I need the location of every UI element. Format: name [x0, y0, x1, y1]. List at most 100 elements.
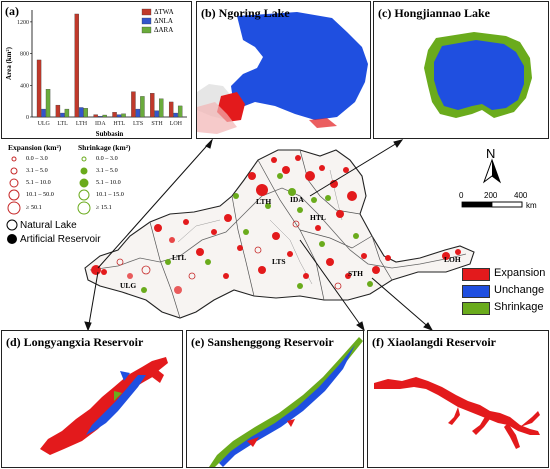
shrinkage-legend-title: Shrinkage (km²)	[78, 143, 131, 152]
bar-sth-2	[159, 98, 164, 118]
bar-ida-1	[97, 116, 103, 118]
bar-lth-0	[74, 13, 79, 118]
bar-lts-2	[140, 96, 145, 118]
y-axis-label: Area (km²)	[5, 46, 13, 80]
shrinkage-class-3: 5.1 – 10.0	[96, 179, 121, 186]
longyangxia-map	[40, 357, 168, 455]
x-tick-label: HTL	[113, 121, 125, 127]
panel-e-title: (e) Sanshenggong Reservoir	[191, 335, 334, 349]
bar-lts-1	[135, 108, 141, 118]
x-tick-label: IDA	[95, 121, 106, 127]
panel-b-ngoring-lake: (b) Ngoring Lake	[196, 1, 371, 139]
scale-label-400: 400	[514, 191, 528, 200]
legend-swatch-0	[141, 8, 152, 16]
bar-ulg-0	[36, 59, 42, 118]
bar-ltl-1	[60, 112, 65, 118]
region-label-lts: LTS	[272, 257, 286, 266]
y-tick-label: 800	[20, 52, 29, 58]
legend-expansion-swatch	[462, 268, 490, 281]
x-axis-label: Subbasin	[96, 130, 124, 138]
region-label-sth: STH	[348, 269, 363, 278]
y-tick-label: 1200	[17, 20, 29, 26]
legend-unchange-label: Unchange	[494, 284, 545, 296]
bar-htl-1	[116, 114, 122, 118]
xiaolangdi-expansion	[374, 377, 540, 435]
expansion-class-3: 5.1 – 10.0	[26, 179, 51, 186]
expansion-class-2: 3.1 – 5.0	[26, 167, 48, 174]
bar-ltl-0	[55, 104, 61, 118]
arrow-to-panel-e	[299, 239, 365, 331]
bar-htl-2	[121, 113, 126, 118]
legend-label-0: ΔTWA	[154, 8, 174, 16]
shrinkage-class-4: 10.1 – 15.0	[96, 191, 124, 198]
shrinkage-class-2: 3.1 – 5.0	[96, 167, 118, 174]
panel-f-xiaolangdi-reservoir: (f) Xiaolangdi Reservoir	[367, 330, 549, 468]
scale-bar	[461, 201, 523, 208]
x-tick-label: STH	[151, 121, 163, 127]
shrinkage-class-1: 0.0 – 3.0	[96, 155, 118, 162]
x-tick-label: LTS	[133, 121, 143, 127]
legend-unchange-swatch	[462, 285, 490, 298]
legend-label-2: ΔARA	[154, 26, 173, 34]
artificial-reservoir-label: Artificial Reservoir	[20, 234, 101, 245]
north-label: N	[486, 146, 495, 161]
x-tick-label: LOH	[170, 121, 183, 127]
region-label-lth: LTH	[256, 197, 271, 206]
scale-unit: km	[526, 201, 537, 210]
region-label-htl: HTL	[310, 213, 326, 222]
legend-swatch-1	[141, 17, 152, 25]
x-tick-label: ULG	[38, 121, 51, 127]
bar-ida-2	[102, 114, 107, 118]
panel-b-title: (b) Ngoring Lake	[201, 6, 290, 20]
bar-ltl-2	[64, 108, 70, 118]
sanshenggong-map	[209, 337, 363, 467]
ngoring-lake-shape	[231, 12, 368, 120]
bar-loh-0	[168, 101, 174, 118]
arrow-to-panel-d	[87, 271, 99, 331]
region-label-ltl: LTL	[172, 253, 186, 262]
bar-sth-1	[154, 110, 159, 118]
legend-label-1: ΔNLA	[154, 17, 173, 25]
legend-shrinkage-swatch	[462, 302, 490, 315]
bar-lth-2	[83, 108, 88, 118]
panel-d-longyangxia-reservoir: (d) Longyangxia Reservoir	[1, 330, 183, 468]
legend-shrinkage-label: Shrinkage	[494, 301, 544, 313]
panel-c-hongjiannao-lake: (c) Hongjiannao Lake	[373, 1, 549, 139]
expansion-class-5: ≥ 50.1	[26, 204, 42, 211]
arrow-to-panel-f	[371, 277, 433, 331]
legend-expansion-label: Expansion	[494, 267, 546, 279]
bar-lth-1	[79, 107, 84, 118]
panel-c-title: (c) Hongjiannao Lake	[378, 6, 491, 20]
subbasin-bar-chart: 0 400 800 1200 Area (km²) Subbasin ULG LTL LTH ID…	[5, 8, 187, 138]
ngoring-lake-map	[197, 12, 368, 134]
panel-a-label: (a)	[5, 4, 19, 18]
expansion-legend-title: Expansion (km²)	[8, 143, 62, 152]
xiaolangdi-map	[374, 377, 540, 449]
legend-swatch-2	[141, 26, 152, 34]
bar-lts-0	[131, 91, 136, 118]
region-label-loh: LOH	[444, 255, 461, 264]
y-tick-label: 0	[26, 115, 29, 121]
bar-ulg-2	[45, 89, 51, 118]
bar-loh-2	[177, 105, 183, 118]
panel-f-title: (f) Xiaolangdi Reservoir	[372, 335, 496, 349]
hongjiannao-lake-map	[424, 32, 532, 118]
panel-a-bar-chart: (a) 0 400 800 1200 Area (km²) Subbasin ULG LTL L…	[1, 1, 192, 139]
sanshenggong-river-green	[209, 337, 363, 467]
expansion-class-4: 10.1 – 50.0	[26, 191, 54, 198]
panel-d-title: (d) Longyangxia Reservoir	[6, 335, 144, 349]
scale-label-200: 200	[484, 191, 498, 200]
expansion-class-1: 0.0 – 3.0	[26, 155, 48, 162]
bar-loh-1	[173, 112, 178, 118]
hongjiannao-lake-shape	[434, 40, 524, 110]
shrinkage-class-5: ≥ 15.1	[96, 204, 112, 211]
panel-e-sanshenggong-reservoir: (e) Sanshenggong Reservoir	[186, 330, 364, 468]
scale-label-0: 0	[459, 191, 464, 200]
x-tick-label: LTH	[76, 121, 88, 127]
bar-sth-0	[150, 93, 155, 118]
natural-lake-label: Natural Lake	[20, 220, 77, 231]
arrow-to-panel-c	[309, 139, 403, 197]
region-label-ulg: ULG	[120, 281, 136, 290]
sanshenggong-river-blue	[219, 341, 357, 467]
region-label-ida: IDA	[290, 195, 304, 204]
